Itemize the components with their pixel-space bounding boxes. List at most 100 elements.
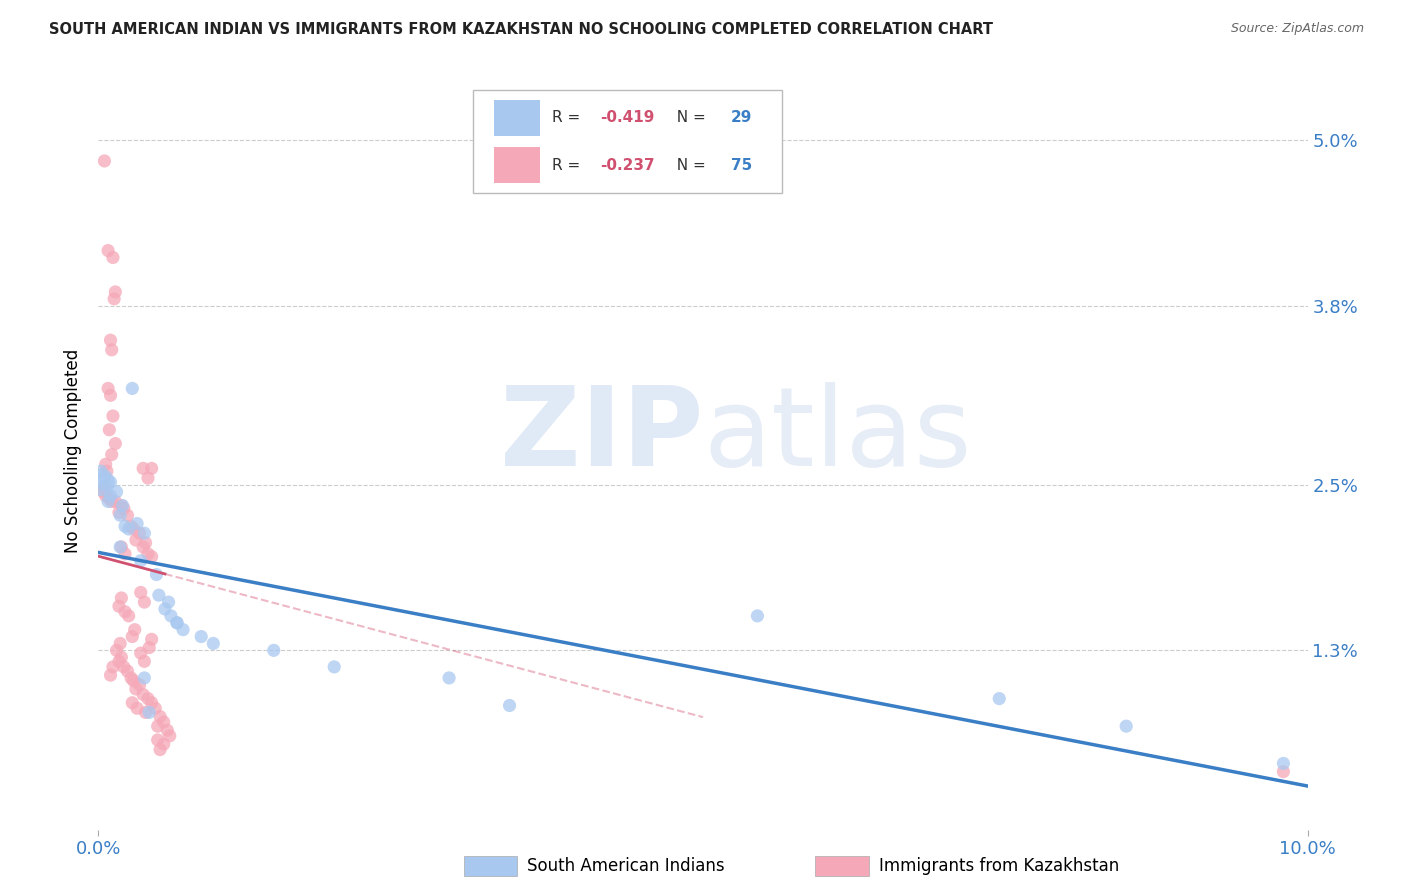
Point [94, 489, 117, 503]
Point [104, 494, 127, 508]
Point [100, 494, 122, 508]
Point [156, 723, 179, 738]
Point [129, 646, 152, 660]
Point [135, 706, 157, 720]
Point [108, 654, 131, 668]
Point [98, 491, 121, 506]
Point [141, 696, 163, 710]
Text: -0.237: -0.237 [600, 158, 655, 173]
Point [141, 461, 163, 475]
Point [98, 423, 121, 437]
Point [988, 691, 1011, 706]
Point [108, 599, 131, 614]
Point [105, 643, 128, 657]
Point [125, 533, 148, 547]
Point [138, 706, 160, 720]
Point [114, 519, 136, 533]
Point [117, 508, 139, 523]
Point [96, 464, 118, 478]
Point [90, 475, 112, 490]
Point [136, 691, 159, 706]
Point [93, 471, 115, 485]
Point [146, 719, 169, 733]
Point [108, 506, 131, 520]
Point [122, 522, 145, 536]
Point [93, 481, 115, 495]
Point [110, 591, 132, 605]
Point [111, 499, 134, 513]
Point [118, 522, 141, 536]
Point [128, 678, 150, 692]
Point [91, 484, 114, 499]
Text: SOUTH AMERICAN INDIAN VS IMMIGRANTS FROM KAZAKHSTAN NO SCHOOLING COMPLETED CORRE: SOUTH AMERICAN INDIAN VS IMMIGRANTS FROM… [49, 22, 993, 37]
Point [100, 343, 122, 357]
Point [146, 733, 169, 747]
Y-axis label: No Schooling Completed: No Schooling Completed [65, 349, 83, 552]
Point [132, 688, 155, 702]
Point [323, 660, 346, 674]
Point [97, 381, 120, 395]
Point [157, 595, 180, 609]
Point [112, 501, 135, 516]
Point [127, 516, 149, 531]
Point [152, 737, 174, 751]
Point [108, 540, 131, 554]
Point [135, 536, 157, 550]
Point [117, 664, 139, 678]
Point [134, 526, 156, 541]
Point [110, 499, 132, 513]
FancyBboxPatch shape [494, 147, 540, 184]
Point [122, 673, 145, 688]
Point [166, 615, 188, 630]
Point [121, 696, 143, 710]
Point [141, 549, 163, 564]
Text: N =: N = [666, 111, 710, 125]
Text: R =: R = [551, 111, 585, 125]
Point [121, 381, 143, 395]
Point [747, 608, 769, 623]
Text: Source: ZipAtlas.com: Source: ZipAtlas.com [1230, 22, 1364, 36]
Point [145, 567, 167, 582]
Point [136, 547, 159, 561]
Point [103, 292, 125, 306]
Point [263, 643, 285, 657]
Text: ZIP: ZIP [499, 382, 703, 489]
Point [120, 671, 142, 685]
Point [202, 636, 225, 650]
Text: atlas: atlas [703, 382, 972, 489]
Point [90, 464, 112, 478]
Point [114, 547, 136, 561]
Text: 29: 29 [731, 111, 752, 125]
Point [134, 595, 156, 609]
Point [149, 742, 172, 756]
Point [498, 698, 520, 713]
Point [110, 650, 132, 665]
Point [100, 448, 122, 462]
Point [101, 409, 124, 423]
Point [1272, 764, 1295, 779]
Text: South American Indians: South American Indians [527, 857, 725, 875]
Point [100, 668, 122, 682]
Point [134, 654, 156, 668]
Point [160, 608, 183, 623]
Point [101, 251, 124, 265]
Point [125, 681, 148, 696]
Text: N =: N = [666, 158, 710, 173]
Point [97, 494, 120, 508]
Point [138, 640, 160, 655]
Point [100, 475, 122, 490]
Point [124, 623, 146, 637]
Point [1272, 756, 1295, 771]
Point [141, 632, 163, 647]
Point [118, 608, 141, 623]
Point [153, 602, 176, 616]
Point [104, 436, 127, 450]
Point [149, 709, 172, 723]
Text: R =: R = [551, 158, 585, 173]
Point [105, 484, 128, 499]
Point [132, 461, 155, 475]
Point [129, 585, 152, 599]
Point [172, 623, 194, 637]
Point [100, 489, 122, 503]
Point [159, 729, 181, 743]
